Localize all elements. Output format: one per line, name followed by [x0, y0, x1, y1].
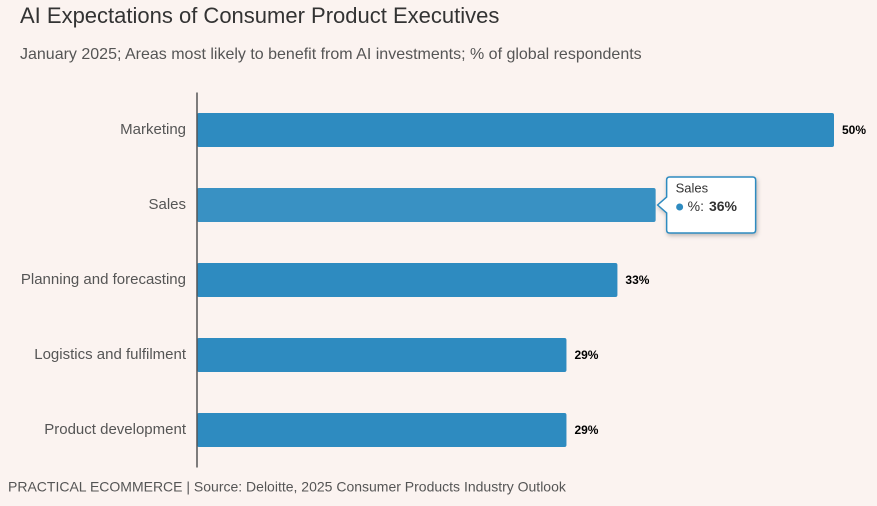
bar: [197, 113, 834, 147]
data-label: 29%: [574, 423, 598, 437]
y-tick-label: Planning and forecasting: [21, 271, 186, 288]
y-tick-label: Sales: [148, 196, 186, 213]
chart-subtitle: January 2025; Areas most likely to benef…: [20, 46, 642, 63]
tooltip-series: %: [688, 198, 700, 214]
tooltip-box: [656, 176, 757, 234]
tooltip-value: %: 36%: [688, 198, 738, 214]
bar: [197, 413, 567, 447]
y-tick-label: Product development: [44, 421, 187, 438]
chart-title: AI Expectations of Consumer Product Exec…: [20, 3, 499, 28]
tooltip-marker: [676, 203, 684, 211]
tooltip-category: Sales: [676, 180, 709, 195]
bar: [197, 188, 656, 222]
bar: [197, 263, 618, 297]
y-tick-label: Marketing: [120, 121, 186, 138]
data-label: 33%: [625, 273, 649, 287]
bar: [197, 338, 567, 372]
tooltip-label: 36%: [709, 198, 738, 214]
y-tick-label: Logistics and fulfilment: [34, 346, 187, 363]
tooltip-separator: :: [700, 198, 704, 214]
data-label: 50%: [842, 123, 866, 137]
source: PRACTICAL ECOMMERCE | Source: Deloitte, …: [8, 479, 567, 495]
tooltip: Sales%: 36%: [656, 176, 757, 234]
data-label: 29%: [574, 348, 598, 362]
